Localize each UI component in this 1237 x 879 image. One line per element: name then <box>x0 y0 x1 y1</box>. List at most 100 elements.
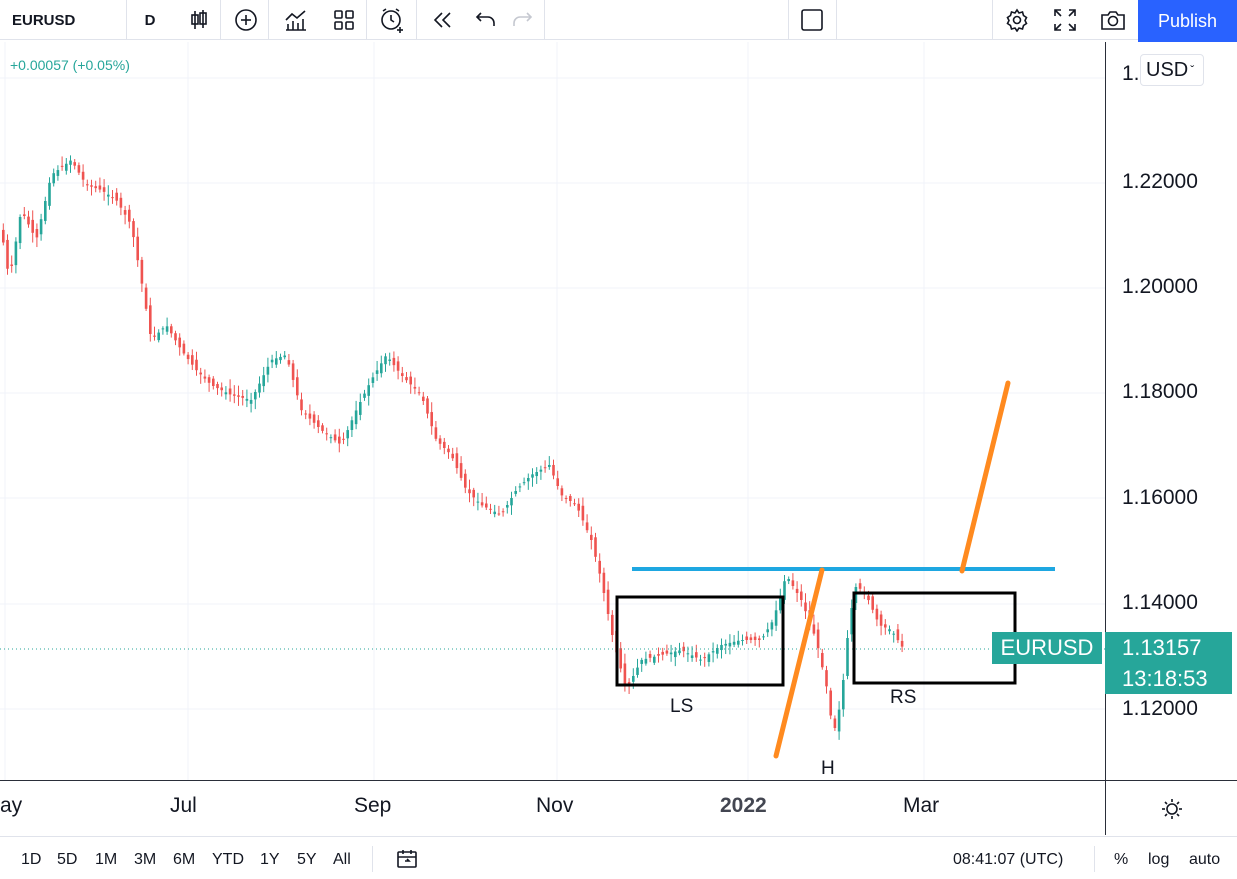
candle-body <box>468 489 471 494</box>
candle-body <box>522 482 526 484</box>
candle-body <box>367 385 370 396</box>
candle-body <box>144 287 148 309</box>
undo-icon[interactable] <box>470 0 502 40</box>
head-label: H <box>821 758 835 779</box>
candle-body <box>703 657 706 659</box>
layout-icon[interactable] <box>794 0 830 40</box>
camera-icon[interactable] <box>1094 0 1132 40</box>
percent-scale-button[interactable]: % <box>1114 851 1129 868</box>
candle-body <box>829 690 832 716</box>
candle-body <box>56 170 60 176</box>
candle-body <box>18 217 22 244</box>
candle-body <box>476 501 480 503</box>
candle-body <box>77 165 81 173</box>
candle-body <box>346 430 349 439</box>
candle-body <box>287 360 291 365</box>
candle-body <box>153 335 156 337</box>
price-tick: 1.16000 <box>1122 486 1198 509</box>
candle-body <box>741 640 744 641</box>
breakout-projection-line <box>959 380 1011 574</box>
candle-body <box>304 413 307 415</box>
range-ytd-button[interactable]: YTD <box>212 851 244 868</box>
candle-body <box>422 396 425 401</box>
range-all-button[interactable]: All <box>333 851 351 868</box>
candle-body <box>846 638 849 676</box>
current-price: 1.13157 <box>1122 635 1202 660</box>
price-tick: 1.12000 <box>1122 697 1198 720</box>
candle-body <box>438 438 442 444</box>
range-6m-button[interactable]: 6M <box>173 851 196 868</box>
candle-body <box>102 187 106 192</box>
currency-button[interactable]: USD ˇ <box>1140 54 1204 86</box>
candle-body <box>611 614 614 635</box>
range-5y-button[interactable]: 5Y <box>297 851 317 868</box>
candle-body <box>606 589 610 614</box>
fullscreen-icon[interactable] <box>1046 0 1084 40</box>
candle-body <box>94 186 97 189</box>
replay-icon[interactable] <box>424 0 460 40</box>
range-3m-button[interactable]: 3M <box>134 851 157 868</box>
candle-body <box>329 437 333 439</box>
left-shoulder-box <box>615 595 785 687</box>
templates-icon[interactable] <box>326 0 362 40</box>
indicators-icon[interactable] <box>278 0 314 40</box>
log-scale-button[interactable]: log <box>1148 851 1170 868</box>
settings-icon[interactable] <box>998 0 1036 40</box>
redo-icon[interactable] <box>506 0 538 40</box>
price-chart[interactable] <box>0 42 1237 835</box>
range-1y-button[interactable]: 1Y <box>260 851 280 868</box>
candle-body <box>745 636 748 640</box>
range-1m-button[interactable]: 1M <box>95 851 118 868</box>
time-tick: Mar <box>903 794 940 817</box>
candle-body <box>249 399 253 404</box>
candle-body <box>195 359 198 371</box>
candle-body <box>60 165 64 167</box>
right-shoulder-box <box>852 591 1017 685</box>
candles-icon[interactable] <box>180 0 218 40</box>
candle-body <box>23 214 26 216</box>
chevron-down-icon: ˇ <box>1190 63 1195 77</box>
candle-body <box>380 363 383 374</box>
candle-body <box>812 624 816 634</box>
candle-body <box>262 375 265 387</box>
candle-body <box>669 652 673 655</box>
candle-body <box>665 650 669 654</box>
time-tick: Jul <box>170 794 197 817</box>
candle-body <box>564 497 568 499</box>
alert-icon[interactable] <box>374 0 410 40</box>
candle-body <box>497 513 501 515</box>
bottom-divider <box>372 846 373 872</box>
range-5d-button[interactable]: 5D <box>57 851 78 868</box>
candle-body <box>270 359 274 363</box>
auto-scale-button[interactable]: auto <box>1189 851 1221 868</box>
publish-button[interactable]: Publish <box>1138 0 1237 42</box>
candle-body <box>136 236 139 261</box>
candle-body <box>787 579 790 582</box>
utc-clock[interactable]: 08:41:07 (UTC) <box>953 851 1064 868</box>
candle-body <box>417 392 421 394</box>
symbol-search-button[interactable]: EURUSD <box>12 11 76 29</box>
candle-body <box>241 395 244 398</box>
candle-body <box>224 392 228 395</box>
candle-body <box>10 264 13 266</box>
range-1d-button[interactable]: 1D <box>21 851 42 868</box>
candle-body <box>543 467 547 469</box>
candle-body <box>518 486 522 488</box>
candle-body <box>724 643 727 646</box>
candle-body <box>501 511 505 513</box>
candle-body <box>245 398 249 401</box>
candle-body <box>480 502 484 506</box>
candle-body <box>86 184 89 186</box>
interval-button[interactable]: D <box>144 11 156 29</box>
candle-body <box>350 420 354 430</box>
date-range-icon[interactable] <box>396 848 418 875</box>
chart-properties-icon[interactable] <box>1160 797 1184 826</box>
candle-body <box>581 505 585 521</box>
candle-body <box>2 229 5 243</box>
bar-countdown: 13:18:53 <box>1122 666 1208 691</box>
candle-body <box>426 398 429 414</box>
add-indicator-icon[interactable] <box>228 0 264 40</box>
time-axis-border <box>0 780 1237 781</box>
candle-body <box>111 197 114 199</box>
candle-body <box>81 171 85 180</box>
